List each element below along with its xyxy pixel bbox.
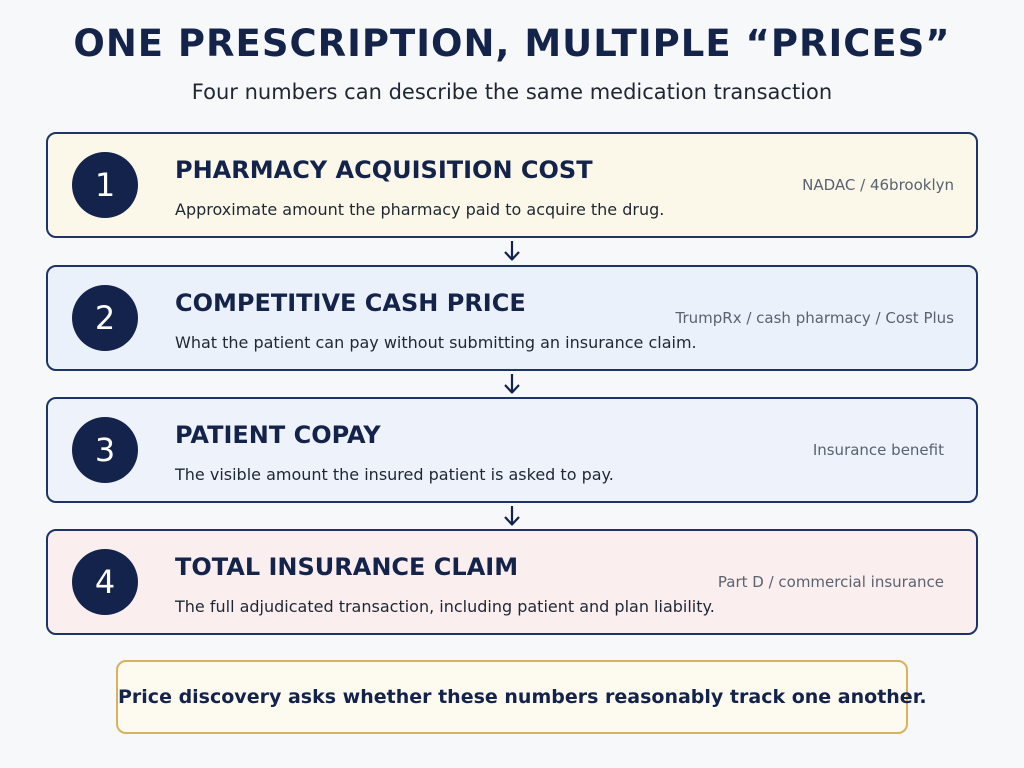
arrow-down-icon (504, 506, 520, 526)
step-description: Approximate amount the pharmacy paid to … (175, 200, 665, 219)
step-heading: COMPETITIVE CASH PRICE (175, 289, 526, 317)
arrow-down-icon (504, 374, 520, 394)
step-card-cash-price: 2 COMPETITIVE CASH PRICE What the patien… (46, 265, 978, 371)
step-description: The full adjudicated transaction, includ… (175, 597, 715, 616)
summary-callout: Price discovery asks whether these numbe… (116, 660, 927, 734)
page-subtitle: Four numbers can describe the same medic… (191, 80, 833, 104)
step-number-badge: 3 (72, 417, 138, 483)
step-source: Insurance benefit (812, 441, 944, 459)
step-number-badge: 2 (72, 285, 138, 351)
step-number-badge: 1 (72, 152, 138, 218)
step-number-badge: 4 (72, 549, 138, 615)
step-card-acquisition-cost: 1 PHARMACY ACQUISITION COST Approximate … (46, 132, 978, 238)
step-card-insurance-claim: 4 TOTAL INSURANCE CLAIM The full adjudic… (46, 529, 978, 635)
step-source: Part D / commercial insurance (717, 573, 944, 591)
step-description: What the patient can pay without submitt… (175, 333, 697, 352)
step-heading: TOTAL INSURANCE CLAIM (175, 553, 519, 581)
step-heading: PATIENT COPAY (175, 421, 381, 449)
step-source: TrumpRx / cash pharmacy / Cost Plus (675, 309, 954, 327)
page-title: ONE PRESCRIPTION, MULTIPLE “PRICES” (73, 22, 951, 65)
step-source: NADAC / 46brooklyn (802, 176, 954, 194)
step-heading: PHARMACY ACQUISITION COST (175, 156, 593, 184)
step-card-patient-copay: 3 PATIENT COPAY The visible amount the i… (46, 397, 978, 503)
step-description: The visible amount the insured patient i… (175, 465, 614, 484)
arrow-down-icon (504, 241, 520, 261)
